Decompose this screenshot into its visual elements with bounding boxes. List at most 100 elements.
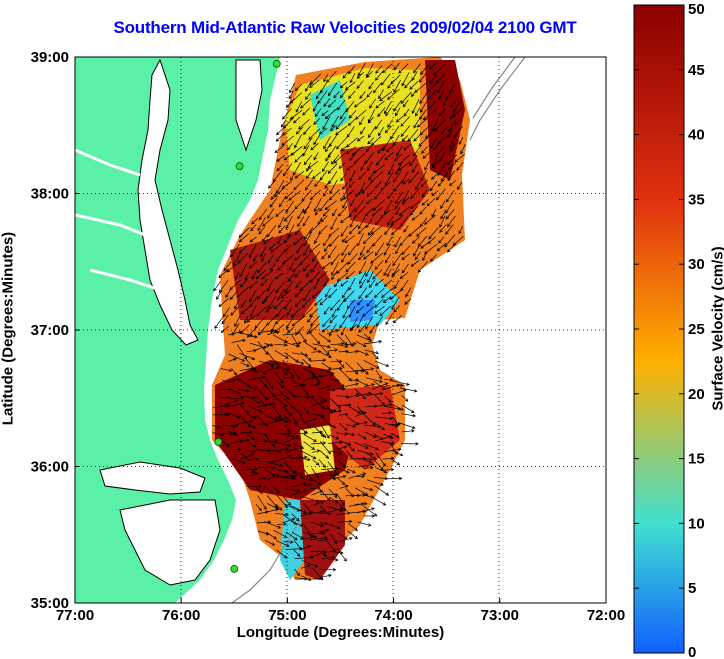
- velocity-arrow: [329, 179, 338, 195]
- velocity-arrow: [218, 268, 229, 279]
- velocity-arrow: [427, 236, 436, 244]
- velocity-arrow: [368, 279, 376, 289]
- velocity-arrow: [424, 161, 430, 171]
- velocity-arrow: [349, 323, 357, 332]
- velocity-arrow: [308, 224, 319, 234]
- velocity-arrow: [248, 423, 256, 429]
- velocity-arrow: [398, 206, 411, 216]
- velocity-arrow: [218, 298, 229, 307]
- velocity-arrow: [422, 152, 430, 159]
- velocity-arrow: [330, 474, 347, 480]
- velocity-arrow: [239, 352, 256, 361]
- velocity-arrow: [302, 417, 318, 424]
- velocity-arrow: [248, 405, 263, 413]
- velocity-arrow: [403, 143, 412, 151]
- velocity-arrow: [338, 460, 347, 468]
- velocity-field-red-south: [330, 385, 400, 470]
- velocity-arrow: [246, 449, 257, 454]
- velocity-arrow: [336, 379, 345, 388]
- velocity-arrow: [327, 423, 337, 429]
- velocity-arrow: [452, 107, 463, 118]
- velocity-arrow: [283, 209, 296, 222]
- velocity-arrow: [346, 450, 353, 459]
- velocity-arrow: [410, 200, 420, 209]
- velocity-arrow: [319, 385, 331, 390]
- velocity-arrow: [341, 253, 348, 263]
- velocity-arrow: [336, 477, 346, 485]
- velocity-arrow: [291, 317, 304, 327]
- velocity-arrow: [302, 215, 310, 227]
- velocity-arrow: [312, 100, 320, 112]
- velocity-arrow: [265, 305, 274, 313]
- velocity-arrow: [401, 429, 415, 433]
- velocity-arrow: [257, 216, 266, 232]
- velocity-arrow: [311, 478, 322, 485]
- velocity-arrow: [365, 431, 377, 438]
- velocity-arrow: [401, 72, 410, 87]
- velocity-arrow: [281, 135, 295, 146]
- velocity-arrow: [410, 89, 418, 98]
- velocity-arrow: [375, 360, 390, 368]
- velocity-arrow: [365, 290, 374, 299]
- velocity-arrow: [374, 260, 384, 270]
- velocity-arrow: [392, 383, 404, 388]
- velocity-arrow: [283, 234, 292, 244]
- velocity-arrow: [339, 81, 348, 89]
- velocity-arrow: [257, 369, 267, 375]
- velocity-arrow: [231, 367, 237, 376]
- velocity-arrow: [303, 375, 316, 381]
- velocity-arrow: [302, 531, 314, 538]
- velocity-arrow: [347, 244, 357, 256]
- velocity-arrow: [367, 116, 374, 124]
- velocity-arrow: [411, 236, 420, 244]
- velocity-arrow: [374, 218, 382, 226]
- velocity-arrow: [319, 441, 331, 455]
- velocity-arrow: [285, 531, 298, 541]
- velocity-arrow: [393, 100, 402, 112]
- velocity-arrow: [375, 100, 385, 109]
- colorbar-tick-label: 35: [688, 191, 705, 208]
- velocity-arrow: [328, 409, 342, 414]
- velocity-arrow: [231, 323, 240, 336]
- velocity-arrow: [293, 254, 302, 261]
- velocity-arrow: [380, 209, 391, 219]
- velocity-arrow: [257, 495, 267, 510]
- y-tick-label: 38:00: [31, 186, 69, 203]
- velocity-arrow: [422, 189, 428, 198]
- velocity-arrow: [300, 351, 312, 361]
- velocity-arrow: [309, 243, 321, 253]
- velocity-arrow: [213, 280, 222, 292]
- velocity-arrow: [359, 278, 367, 289]
- velocity-arrow: [411, 71, 418, 81]
- velocity-arrow: [240, 306, 250, 315]
- velocity-arrow: [365, 263, 374, 277]
- velocity-arrow: [231, 457, 246, 464]
- velocity-arrow: [285, 447, 298, 453]
- velocity-arrow: [287, 326, 295, 334]
- velocity-arrow: [402, 178, 410, 185]
- velocity-arrow: [330, 253, 341, 266]
- x-axis-ticks: 77:00 76:00 75:00 74:00 73:00 72:00: [56, 598, 625, 624]
- velocity-arrow: [374, 119, 383, 130]
- velocity-arrow: [300, 385, 309, 395]
- velocity-arrow: [354, 411, 367, 417]
- velocity-arrow: [292, 383, 307, 388]
- velocity-arrow: [436, 242, 447, 252]
- velocity-arrow: [339, 107, 349, 120]
- velocity-arrow: [240, 395, 257, 400]
- velocity-arrow: [338, 536, 353, 543]
- velocity-arrow: [248, 472, 259, 477]
- velocity-arrow: [329, 434, 340, 440]
- velocity-arrow: [379, 305, 391, 317]
- velocity-arrow: [395, 161, 403, 175]
- velocity-arrow: [321, 251, 328, 260]
- velocity-arrow: [229, 244, 240, 258]
- velocity-arrow: [273, 406, 282, 419]
- velocity-arrow: [449, 143, 456, 152]
- velocity-arrow: [398, 161, 411, 171]
- velocity-arrow: [280, 119, 287, 128]
- velocity-arrow: [342, 197, 349, 209]
- velocity-arrow: [273, 299, 284, 310]
- velocity-field-cyan-north: [310, 80, 350, 140]
- velocity-arrow: [329, 497, 339, 504]
